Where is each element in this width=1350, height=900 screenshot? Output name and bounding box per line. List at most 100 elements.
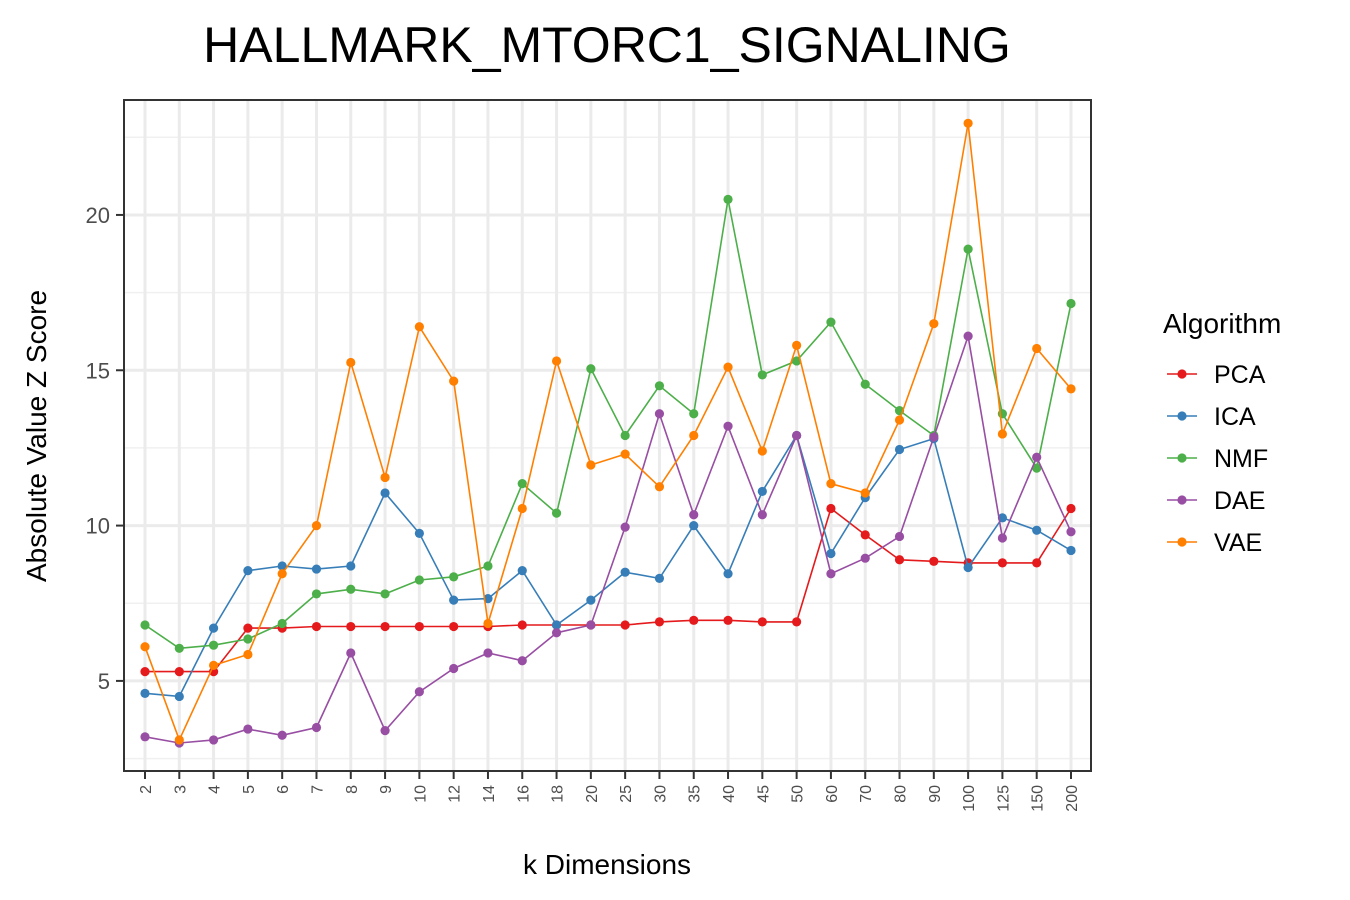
data-point-vae	[311, 520, 322, 531]
legend-title: Algorithm	[1163, 308, 1281, 339]
data-point-dae	[1066, 527, 1076, 537]
series-line-ica	[144, 433, 1072, 698]
legend-key-point	[1177, 411, 1187, 421]
data-point-pca	[1032, 558, 1042, 568]
data-point-ica	[620, 567, 630, 577]
x-tick-label: 200	[1064, 785, 1081, 812]
data-point-pca	[997, 558, 1008, 568]
data-point-dae	[483, 648, 493, 658]
data-point-vae	[929, 319, 939, 329]
data-point-vae	[997, 429, 1008, 439]
data-point-vae	[723, 362, 733, 372]
data-point-vae	[963, 118, 973, 128]
data-point-ica	[1032, 525, 1042, 535]
data-point-dae	[757, 510, 767, 520]
data-point-ica	[586, 595, 596, 605]
data-point-nmf	[311, 589, 322, 599]
data-point-ica	[654, 573, 665, 583]
data-point-vae	[826, 479, 836, 489]
data-point-vae	[483, 618, 493, 629]
data-point-pca	[929, 556, 939, 566]
x-tick-label: 125	[995, 785, 1012, 812]
legend-key-point	[1177, 537, 1187, 547]
data-point-ica	[894, 444, 905, 455]
data-point-ica	[174, 691, 184, 702]
chart-title: HALLMARK_MTORC1_SIGNALING	[203, 17, 1011, 73]
data-point-ica	[757, 486, 767, 497]
series-line-pca	[145, 507, 1072, 673]
data-point-dae	[689, 510, 699, 520]
x-tick-label: 80	[893, 785, 910, 803]
data-point-pca	[620, 620, 630, 630]
data-point-vae	[174, 735, 184, 745]
x-tick-label: 5	[241, 785, 258, 794]
data-point-pca	[517, 620, 527, 630]
data-point-nmf	[620, 430, 630, 441]
data-point-dae	[860, 553, 870, 563]
y-tick-label: 5	[98, 669, 110, 694]
data-point-ica	[963, 562, 973, 573]
data-point-vae	[860, 488, 870, 498]
y-tick-label: 20	[86, 203, 110, 228]
data-point-dae	[894, 531, 905, 542]
data-point-vae	[243, 649, 253, 660]
data-point-vae	[277, 569, 287, 579]
x-tick-label: 18	[550, 785, 567, 803]
x-tick-label: 4	[207, 785, 224, 794]
legend-key-point	[1177, 495, 1187, 505]
data-point-ica	[140, 688, 150, 698]
data-point-nmf	[1032, 463, 1042, 473]
data-point-pca	[826, 503, 836, 514]
data-point-dae	[586, 620, 596, 630]
data-point-pca	[311, 621, 322, 632]
data-point-dae	[243, 724, 253, 734]
data-point-dae	[449, 663, 459, 674]
data-point-nmf	[654, 381, 665, 391]
data-point-dae	[963, 331, 973, 341]
data-point-nmf	[243, 634, 253, 644]
data-point-nmf	[517, 479, 527, 489]
data-point-nmf	[174, 643, 184, 653]
x-tick-label: 16	[515, 785, 532, 803]
data-point-ica	[517, 566, 527, 576]
data-point-vae	[757, 446, 767, 456]
x-tick-label: 50	[790, 785, 807, 803]
data-point-nmf	[449, 572, 459, 582]
data-point-pca	[346, 621, 356, 632]
data-point-vae	[689, 430, 699, 441]
data-point-dae	[929, 432, 939, 442]
data-point-vae	[1066, 384, 1076, 394]
series-dae	[140, 331, 1076, 748]
data-point-dae	[1032, 452, 1042, 462]
data-point-nmf	[414, 575, 424, 585]
series-line-nmf	[144, 199, 1072, 650]
data-point-nmf	[826, 317, 836, 327]
data-point-dae	[654, 409, 665, 419]
data-point-vae	[517, 503, 527, 514]
data-point-pca	[1066, 503, 1076, 514]
data-point-dae	[277, 730, 287, 740]
panel-border	[123, 99, 1092, 772]
data-point-nmf	[277, 618, 287, 629]
data-point-dae	[620, 522, 630, 532]
data-point-vae	[620, 449, 630, 459]
data-point-vae	[792, 340, 802, 351]
legend-key-point	[1177, 453, 1187, 463]
data-point-pca	[140, 666, 150, 677]
panel-background	[124, 100, 1091, 771]
data-point-nmf	[963, 244, 973, 254]
x-tick-label: 90	[927, 785, 944, 803]
data-point-vae	[1032, 343, 1042, 354]
legend-label: ICA	[1214, 403, 1256, 431]
x-tick-label: 14	[481, 785, 498, 803]
data-point-nmf	[346, 584, 356, 594]
data-point-vae	[586, 460, 596, 470]
x-tick-label: 3	[172, 785, 189, 794]
legend-label: NMF	[1214, 445, 1268, 473]
data-point-nmf	[483, 561, 493, 571]
data-point-ica	[723, 569, 733, 579]
data-point-ica	[1066, 545, 1076, 556]
legend-key-point	[1177, 369, 1187, 379]
data-point-nmf	[140, 620, 150, 630]
